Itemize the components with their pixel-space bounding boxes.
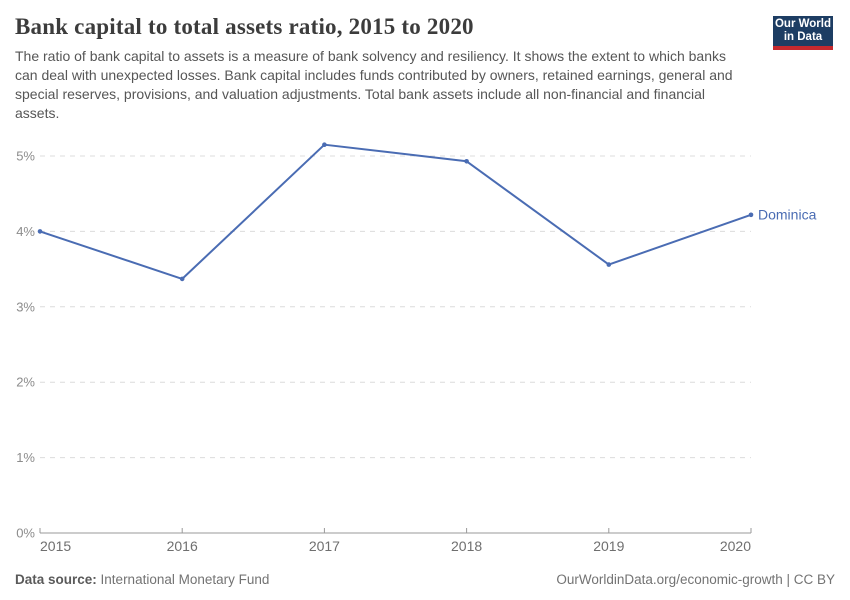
owid-logo-line1: Our World bbox=[774, 18, 831, 30]
x-tick-label: 2015 bbox=[40, 538, 71, 554]
data-series-line[interactable] bbox=[39, 143, 752, 280]
y-tick-label: 1% bbox=[16, 450, 35, 465]
x-tick-label: 2019 bbox=[593, 538, 624, 554]
y-tick-label: 5% bbox=[16, 149, 35, 164]
credit-link[interactable]: OurWorldinData.org/economic-growth | CC … bbox=[556, 572, 835, 587]
data-point[interactable] bbox=[179, 276, 185, 282]
y-tick-label: 2% bbox=[16, 375, 35, 390]
data-point[interactable] bbox=[322, 142, 327, 147]
owid-logo-line2: in Data bbox=[783, 31, 823, 43]
data-source-label: Data source: bbox=[15, 572, 97, 587]
chart-footer: Data source: International Monetary Fund… bbox=[0, 572, 850, 587]
x-tick-label: 2017 bbox=[309, 538, 340, 554]
data-point[interactable] bbox=[37, 229, 43, 234]
data-point[interactable] bbox=[748, 212, 754, 218]
owid-logo[interactable]: Our World in Data bbox=[773, 16, 833, 50]
series-label[interactable]: Dominica bbox=[758, 206, 817, 222]
x-tick-label: 2020 bbox=[720, 538, 751, 554]
chart-subtitle: The ratio of bank capital to assets is a… bbox=[15, 48, 733, 121]
page-title: Bank capital to total assets ratio, 2015… bbox=[15, 14, 474, 39]
x-tick-label: 2018 bbox=[451, 538, 482, 554]
y-tick-label: 0% bbox=[16, 526, 35, 541]
data-source-value: International Monetary Fund bbox=[100, 572, 270, 587]
data-point[interactable] bbox=[606, 262, 612, 267]
y-tick-label: 4% bbox=[16, 224, 35, 239]
x-tick-label: 2016 bbox=[167, 538, 198, 554]
data-point[interactable] bbox=[464, 158, 469, 164]
data-source: Data source: International Monetary Fund bbox=[15, 572, 269, 587]
y-tick-label: 3% bbox=[16, 299, 35, 314]
